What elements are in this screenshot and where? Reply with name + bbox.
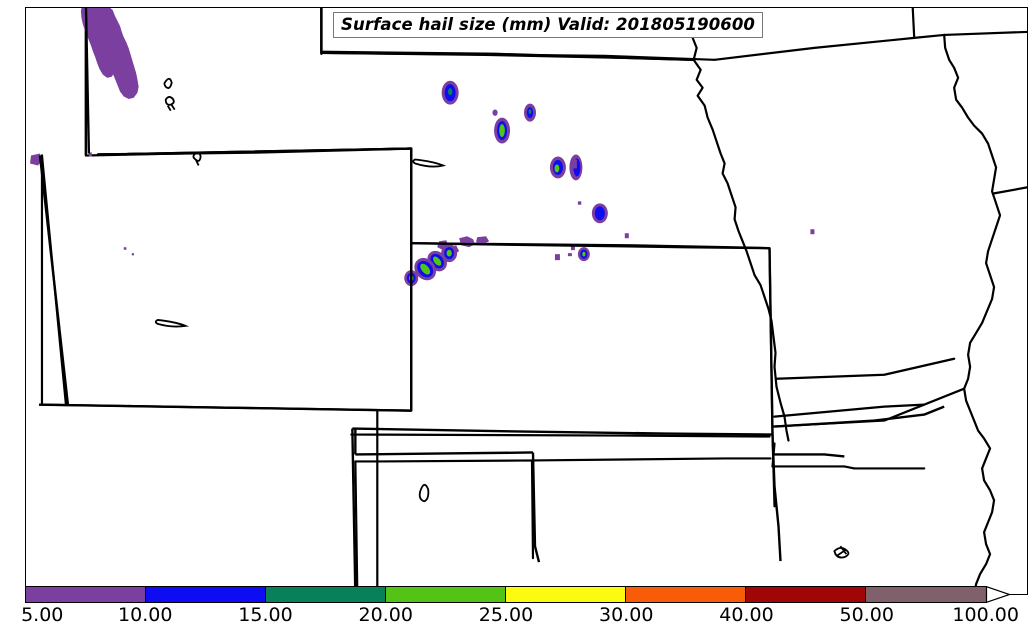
- lake-1: [163, 77, 173, 89]
- border-mo-il-mississippi: [963, 387, 996, 594]
- lake-colorado: [154, 319, 190, 328]
- border-ks-ok: [350, 433, 771, 438]
- colorbar-segment-20.00-25.00: [386, 587, 506, 602]
- border-ok-panhandle: [376, 459, 535, 560]
- colorbar-segments: [25, 586, 987, 603]
- border-mo-ia-straight: [773, 403, 926, 418]
- colorbar-segment-15.00-20.00: [266, 587, 386, 602]
- colorbar-tick-labels: 5.00 10.00 15.00 20.00 25.00 30.00 40.00 50.00 1…: [21, 604, 1028, 632]
- colorbar-segment-30.00-40.00: [626, 587, 746, 602]
- hail-cell-ne-small-3: [577, 201, 582, 205]
- hail-cell-colorado-dots: [123, 247, 134, 256]
- hail-cell-ne-small-2: [524, 103, 536, 122]
- border-ne-ia-missouri-river: [691, 12, 777, 368]
- hail-cell-ne-pair-1: [549, 154, 583, 181]
- border-il-in: [992, 186, 1027, 195]
- colorbar-tick-5.00: 5.00: [21, 604, 64, 626]
- border-ia-mn: [943, 30, 1027, 37]
- colorbar: 5.00 10.00 15.00 20.00 25.00 30.00 40.00 50.00 1…: [21, 585, 1028, 633]
- hail-cells-border-east: [554, 245, 590, 262]
- outline-ia-mo: [775, 357, 956, 380]
- border-nm-tx-west: [354, 460, 359, 594]
- border-mo-ar: [771, 465, 856, 470]
- colorbar-extend-arrow: [985, 585, 1012, 604]
- state-outlines-detailed: [84, 8, 956, 380]
- lakes-layer: [154, 77, 850, 559]
- hail-cell-wy-co-corner: [29, 152, 92, 166]
- lake-2: [164, 96, 176, 112]
- hail-cell-ne-small-4: [624, 233, 629, 239]
- lake-oklahoma: [833, 545, 850, 559]
- colorbar-tick-20.00: 20.00: [358, 604, 413, 626]
- colorbar-tick-10.00: 10.00: [118, 604, 173, 626]
- border-mn-sd: [911, 8, 916, 39]
- hail-cell-ne-small-1: [492, 109, 498, 116]
- colorbar-segment-40.00-50.00: [746, 587, 866, 602]
- colorbar-tick-40.00: 40.00: [719, 604, 774, 626]
- border-co-south: [40, 403, 413, 412]
- border-ia-il-mississippi: [943, 33, 1002, 390]
- border-ks-mo: [768, 247, 776, 508]
- lake-mcconaughy: [412, 158, 447, 168]
- colorbar-segment-50.00-100.00: [866, 587, 986, 602]
- state-boundaries: [40, 8, 1027, 594]
- colorbar-segment-25.00-30.00: [506, 587, 626, 602]
- colorbar-tick-15.00: 15.00: [238, 604, 293, 626]
- colorbar-tick-25.00: 25.00: [478, 604, 534, 626]
- colorbar-segment-10.00-15.00: [146, 587, 266, 602]
- border-co-west: [40, 154, 68, 406]
- plot-title: Surface hail size (mm) Valid: 2018051906…: [333, 12, 764, 38]
- colorbar-segment-5.00-10.00: [26, 587, 146, 602]
- hail-cell-ne-small-5: [810, 229, 815, 235]
- hail-cell-ne-green-core-1: [494, 117, 511, 144]
- colorbar-tick-50.00: 50.00: [839, 604, 894, 626]
- border-ok-north-east: [531, 457, 772, 462]
- hail-cell-chain-4: [404, 270, 419, 287]
- border-wy-co-ne: [96, 147, 413, 245]
- hail-cell-ne-panhandle-1: [441, 80, 459, 105]
- hail-cell-ne-blue-1: [591, 203, 608, 224]
- lake-kansas: [418, 483, 430, 503]
- hail-cell-chain-3: [414, 257, 437, 281]
- map-panel: [25, 7, 1028, 595]
- colorbar-tick-30.00: 30.00: [599, 604, 654, 626]
- colorbar-tick-100.00: 100.00: [952, 604, 1019, 626]
- map-canvas: [29, 8, 1027, 594]
- hail-cell-wyoming-streak: [80, 8, 139, 100]
- border-sd-ia-mn: [713, 33, 946, 61]
